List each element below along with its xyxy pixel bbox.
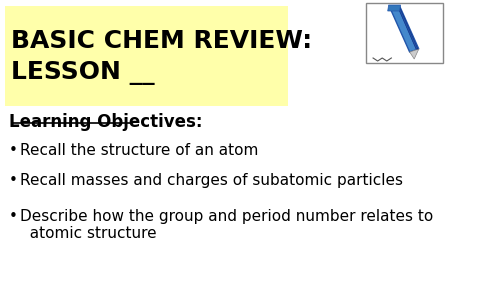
Text: Describe how the group and period number relates to
  atomic structure: Describe how the group and period number… bbox=[20, 209, 434, 241]
Text: BASIC CHEM REVIEW:: BASIC CHEM REVIEW: bbox=[11, 29, 312, 53]
Polygon shape bbox=[398, 7, 418, 49]
Text: Learning Objectives:: Learning Objectives: bbox=[9, 113, 202, 131]
Text: LESSON __: LESSON __ bbox=[11, 61, 154, 85]
Polygon shape bbox=[388, 5, 400, 11]
Polygon shape bbox=[410, 49, 419, 59]
Text: Recall masses and charges of subatomic particles: Recall masses and charges of subatomic p… bbox=[20, 173, 403, 188]
Text: •: • bbox=[9, 209, 18, 224]
Text: •: • bbox=[9, 143, 18, 158]
Text: Recall the structure of an atom: Recall the structure of an atom bbox=[20, 143, 258, 158]
Text: •: • bbox=[9, 173, 18, 188]
Polygon shape bbox=[390, 6, 419, 52]
FancyBboxPatch shape bbox=[4, 6, 288, 106]
Bar bbox=[366, 3, 444, 63]
